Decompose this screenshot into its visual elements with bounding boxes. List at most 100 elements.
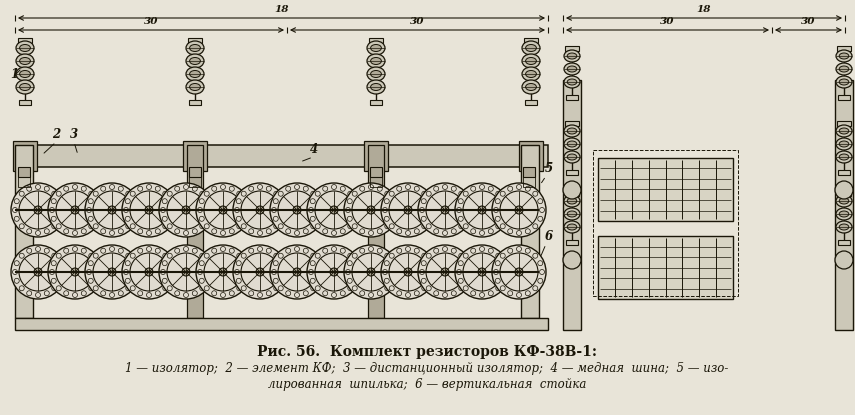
Ellipse shape	[567, 128, 577, 134]
Circle shape	[85, 245, 139, 299]
Circle shape	[108, 268, 116, 276]
Circle shape	[34, 206, 42, 214]
Circle shape	[71, 268, 79, 276]
Polygon shape	[321, 152, 331, 160]
Bar	[183, 141, 207, 171]
Circle shape	[478, 268, 486, 276]
Ellipse shape	[564, 63, 580, 75]
Text: 2: 2	[52, 128, 60, 141]
Bar	[565, 121, 579, 126]
Bar	[563, 80, 581, 330]
Ellipse shape	[567, 53, 577, 59]
Polygon shape	[61, 152, 71, 160]
Circle shape	[233, 183, 287, 237]
Circle shape	[293, 206, 301, 214]
Circle shape	[455, 183, 509, 237]
Ellipse shape	[836, 50, 852, 62]
Circle shape	[219, 206, 227, 214]
Polygon shape	[243, 152, 253, 160]
Circle shape	[34, 268, 42, 276]
Bar	[593, 150, 738, 296]
Bar	[837, 121, 851, 126]
Circle shape	[381, 183, 435, 237]
Polygon shape	[35, 152, 45, 160]
Bar	[838, 240, 850, 245]
Bar	[519, 141, 543, 171]
Circle shape	[330, 268, 338, 276]
Bar	[835, 80, 853, 330]
Polygon shape	[165, 152, 175, 160]
Ellipse shape	[370, 58, 381, 64]
Bar	[838, 170, 850, 175]
Polygon shape	[477, 152, 487, 160]
Circle shape	[196, 245, 250, 299]
Bar	[15, 318, 548, 330]
Bar	[838, 95, 850, 100]
Circle shape	[233, 245, 287, 299]
Ellipse shape	[16, 54, 34, 68]
Ellipse shape	[840, 53, 849, 59]
Ellipse shape	[836, 221, 852, 233]
Polygon shape	[425, 152, 435, 160]
Circle shape	[182, 206, 190, 214]
Polygon shape	[139, 152, 149, 160]
Polygon shape	[113, 152, 123, 160]
Circle shape	[256, 206, 264, 214]
Bar	[187, 145, 203, 318]
Bar	[523, 167, 535, 177]
Ellipse shape	[186, 80, 204, 94]
Ellipse shape	[567, 198, 577, 204]
Ellipse shape	[840, 141, 849, 147]
Ellipse shape	[20, 58, 31, 64]
Circle shape	[307, 183, 361, 237]
Text: 3: 3	[70, 128, 78, 141]
Bar	[189, 177, 201, 187]
Ellipse shape	[370, 83, 381, 90]
Ellipse shape	[564, 50, 580, 62]
Ellipse shape	[190, 44, 200, 51]
Circle shape	[418, 183, 472, 237]
Bar	[837, 191, 851, 196]
Bar	[15, 145, 33, 318]
Polygon shape	[87, 152, 97, 160]
Ellipse shape	[367, 54, 385, 68]
Circle shape	[122, 245, 176, 299]
Polygon shape	[217, 152, 227, 160]
Circle shape	[344, 183, 398, 237]
Ellipse shape	[836, 195, 852, 207]
Circle shape	[441, 268, 449, 276]
Circle shape	[404, 206, 412, 214]
Ellipse shape	[16, 80, 34, 94]
Ellipse shape	[367, 80, 385, 94]
Ellipse shape	[564, 125, 580, 137]
Ellipse shape	[567, 224, 577, 230]
Ellipse shape	[840, 128, 849, 134]
Bar	[364, 141, 388, 171]
Ellipse shape	[20, 83, 31, 90]
Polygon shape	[529, 152, 539, 160]
Circle shape	[270, 245, 324, 299]
Circle shape	[492, 183, 546, 237]
Ellipse shape	[190, 71, 200, 78]
Bar	[13, 141, 37, 171]
Ellipse shape	[564, 208, 580, 220]
Polygon shape	[191, 152, 201, 160]
Ellipse shape	[564, 151, 580, 163]
Circle shape	[85, 183, 139, 237]
Circle shape	[344, 245, 398, 299]
Bar	[18, 177, 30, 187]
Ellipse shape	[526, 44, 536, 51]
Ellipse shape	[836, 125, 852, 137]
Bar	[189, 100, 201, 105]
Bar	[188, 38, 202, 43]
Ellipse shape	[522, 80, 540, 94]
Text: 30: 30	[801, 17, 816, 26]
Circle shape	[404, 268, 412, 276]
Circle shape	[381, 245, 435, 299]
Ellipse shape	[840, 79, 849, 85]
Bar	[369, 38, 383, 43]
Ellipse shape	[840, 198, 849, 204]
Text: 30: 30	[410, 17, 425, 26]
Bar	[15, 145, 548, 167]
Bar	[523, 177, 535, 187]
